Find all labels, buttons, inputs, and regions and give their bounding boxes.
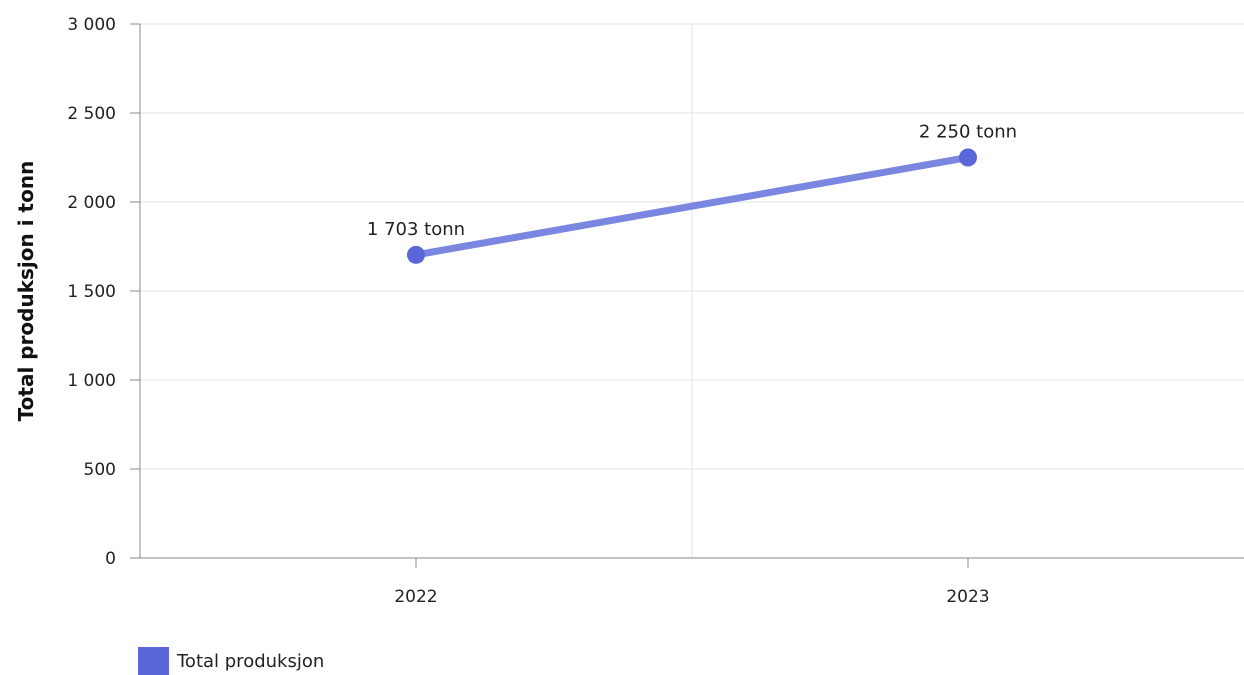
legend-label: Total produksjon — [177, 650, 325, 672]
y-tick-label: 3 000 — [67, 15, 116, 35]
y-axis-title: Total produksjon i tonn — [14, 161, 38, 422]
series-group: 1 703 tonn 2 250 tonn — [367, 122, 1017, 264]
x-tick-label: 2022 — [394, 587, 437, 607]
y-tick-label: 2 000 — [67, 193, 116, 213]
x-tick-label: 2023 — [946, 587, 989, 607]
data-point — [407, 245, 425, 264]
grid-lines — [140, 23, 1244, 558]
legend: Total produksjon — [138, 647, 324, 675]
series-line — [412, 154, 972, 259]
y-tick-label: 2 500 — [67, 104, 116, 124]
legend-swatch — [138, 647, 169, 675]
y-tick-label: 0 — [105, 549, 116, 569]
data-point — [959, 148, 977, 167]
y-tick-label: 1 000 — [67, 371, 116, 391]
y-tick-label: 1 500 — [67, 282, 116, 302]
y-tick-label: 500 — [84, 460, 116, 480]
y-axis-ticks: 0 500 1 000 1 500 2 000 2 500 3 000 — [67, 15, 140, 569]
x-axis-ticks: 2022 2023 — [394, 558, 990, 607]
data-label: 1 703 tonn — [367, 219, 465, 240]
data-label: 2 250 tonn — [919, 122, 1017, 143]
